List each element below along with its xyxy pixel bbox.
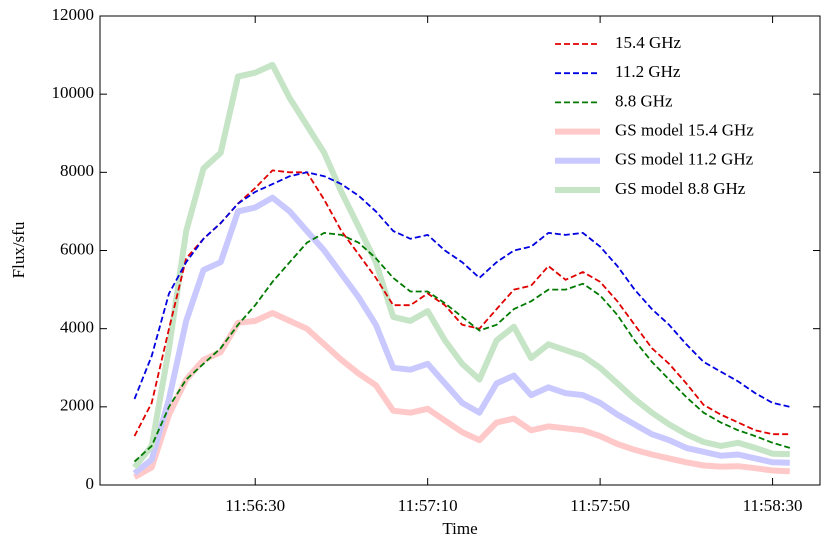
legend-label: 8.8 GHz xyxy=(615,91,673,110)
x-tick-label: 11:56:30 xyxy=(225,496,285,515)
line-series xyxy=(132,61,790,470)
line-series xyxy=(132,194,790,476)
y-tick-label: 10000 xyxy=(52,83,95,102)
line-series xyxy=(133,310,790,480)
y-tick-label: 12000 xyxy=(52,5,95,24)
y-axis-label: Flux/sfu xyxy=(9,221,28,278)
legend-label: GS model 15.4 GHz xyxy=(615,121,754,140)
line-series xyxy=(133,169,790,437)
y-tick-label: 6000 xyxy=(60,239,94,258)
plot-frame xyxy=(99,15,821,486)
y-tick-label: 2000 xyxy=(60,396,94,415)
x-tick-label: 11:57:10 xyxy=(398,496,458,515)
x-tick-label: 11:57:50 xyxy=(570,496,630,515)
y-tick-label: 0 xyxy=(86,474,95,493)
y-tick-label: 8000 xyxy=(60,161,94,180)
x-tick-label: 11:58:30 xyxy=(743,496,803,515)
legend-label: 15.4 GHz xyxy=(615,33,682,52)
y-tick-label: 4000 xyxy=(60,318,94,337)
legend-label: GS model 8.8 GHz xyxy=(615,179,746,198)
x-axis-label: Time xyxy=(442,519,477,538)
line-series xyxy=(133,232,791,463)
legend-label: 11.2 GHz xyxy=(615,62,681,81)
line-series xyxy=(133,171,790,408)
legend-label: GS model 11.2 GHz xyxy=(615,150,754,169)
